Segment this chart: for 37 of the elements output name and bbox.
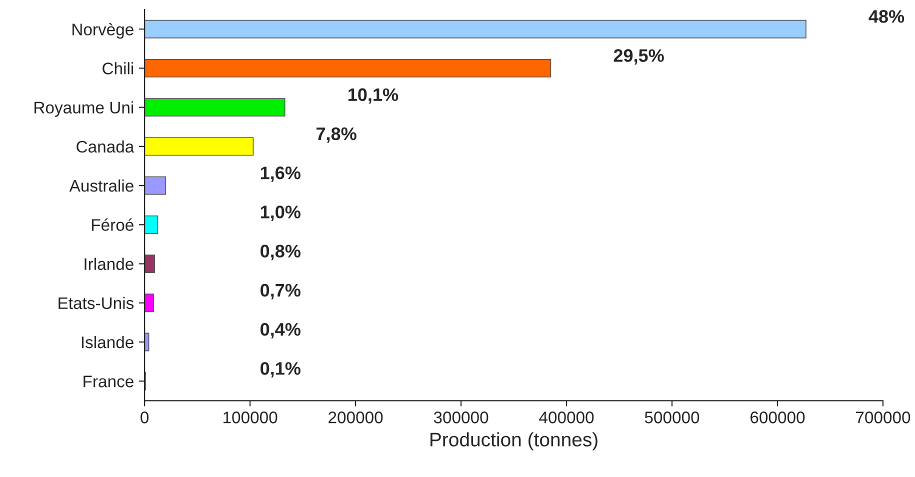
annotation: 48%	[868, 10, 904, 23]
annotation: 7,8%	[316, 127, 356, 143]
annotation: 0,7%	[260, 284, 300, 300]
bar	[144, 20, 806, 38]
y-tick-label: Norvège	[72, 22, 134, 39]
y-tick-label: Royaume Uni	[34, 101, 134, 117]
x-tick-label: 500000	[644, 412, 700, 424]
annotation: 29,5%	[614, 49, 664, 65]
x-tick-label: 600000	[750, 412, 805, 424]
annotation: 1,6%	[260, 166, 300, 182]
bar	[144, 98, 286, 117]
annotation: 0,4%	[260, 322, 300, 338]
annotation: 1,0%	[260, 206, 300, 222]
x-tick-label: 0	[140, 412, 149, 424]
y-tick-label: France	[84, 376, 134, 388]
bar	[144, 137, 254, 156]
annotation: 10,1%	[348, 88, 398, 104]
annotation: 0,8%	[260, 244, 300, 260]
y-tick-label: Canada	[76, 140, 134, 153]
y-tick-label: Irlande	[84, 258, 134, 270]
bar	[144, 58, 552, 78]
x-tick-label: 700000	[856, 412, 910, 424]
y-tick-label: Féroé	[92, 218, 134, 231]
x-axis-title: Production (tonnes)	[430, 432, 598, 450]
x-tick-label: 200000	[328, 412, 383, 424]
bar	[144, 215, 158, 234]
x-tick-label: 400000	[539, 412, 594, 424]
annotation: 0,1%	[260, 362, 300, 378]
bar	[144, 254, 156, 273]
x-tick-label: 100000	[224, 412, 278, 424]
y-tick-label: Australie	[69, 180, 134, 192]
bar	[144, 294, 154, 312]
y-tick-label: Islande	[82, 336, 134, 348]
bar	[144, 176, 166, 195]
y-tick-label: Etats-Unis	[58, 296, 134, 310]
x-tick-label: 300000	[434, 412, 488, 424]
y-tick-label: Chili	[102, 62, 134, 74]
